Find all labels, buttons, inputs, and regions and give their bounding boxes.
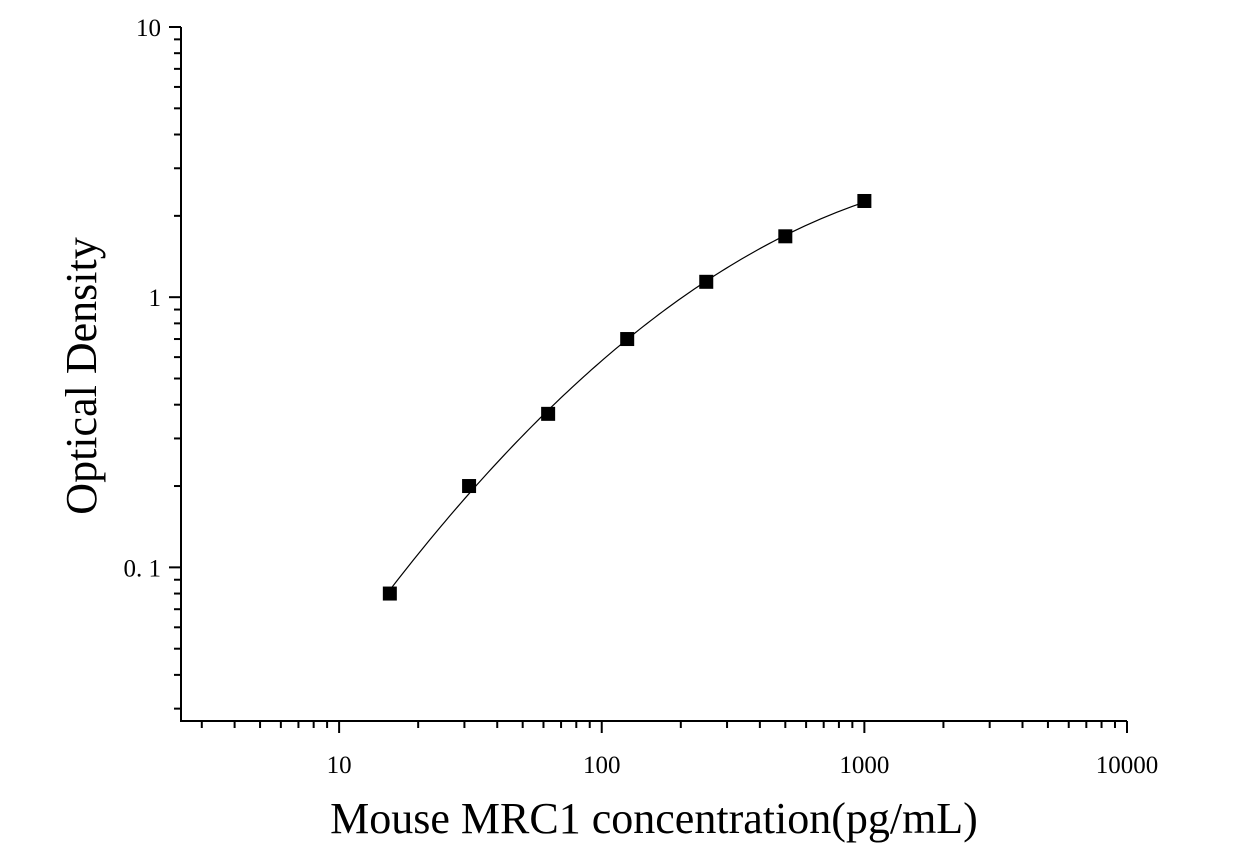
data-point — [699, 274, 714, 289]
y-axis-title: Optical Density — [57, 237, 106, 514]
data-point — [857, 193, 872, 208]
data-point — [778, 229, 793, 244]
fit-curve — [389, 201, 865, 591]
data-point — [541, 406, 556, 421]
data-markers — [382, 193, 872, 601]
x-axis-title: Mouse MRC1 concentration(pg/mL) — [330, 794, 978, 843]
y-tick-label: 10 — [136, 15, 161, 42]
x-tick-label: 1000 — [839, 752, 889, 779]
y-tick-label: 0. 1 — [124, 555, 162, 582]
data-point — [462, 479, 477, 494]
x-tick-label: 10000 — [1096, 752, 1159, 779]
tick-labels: 10 100 1000 10000 0. 1 1 10 — [124, 15, 1159, 779]
x-tick-label: 10 — [327, 752, 352, 779]
ticks — [169, 26, 1128, 733]
data-point — [382, 586, 397, 601]
axis-frame — [180, 27, 1127, 722]
x-tick-label: 100 — [583, 752, 621, 779]
axes — [180, 27, 1127, 722]
y-tick-label: 1 — [149, 285, 162, 312]
data-point — [620, 332, 635, 347]
